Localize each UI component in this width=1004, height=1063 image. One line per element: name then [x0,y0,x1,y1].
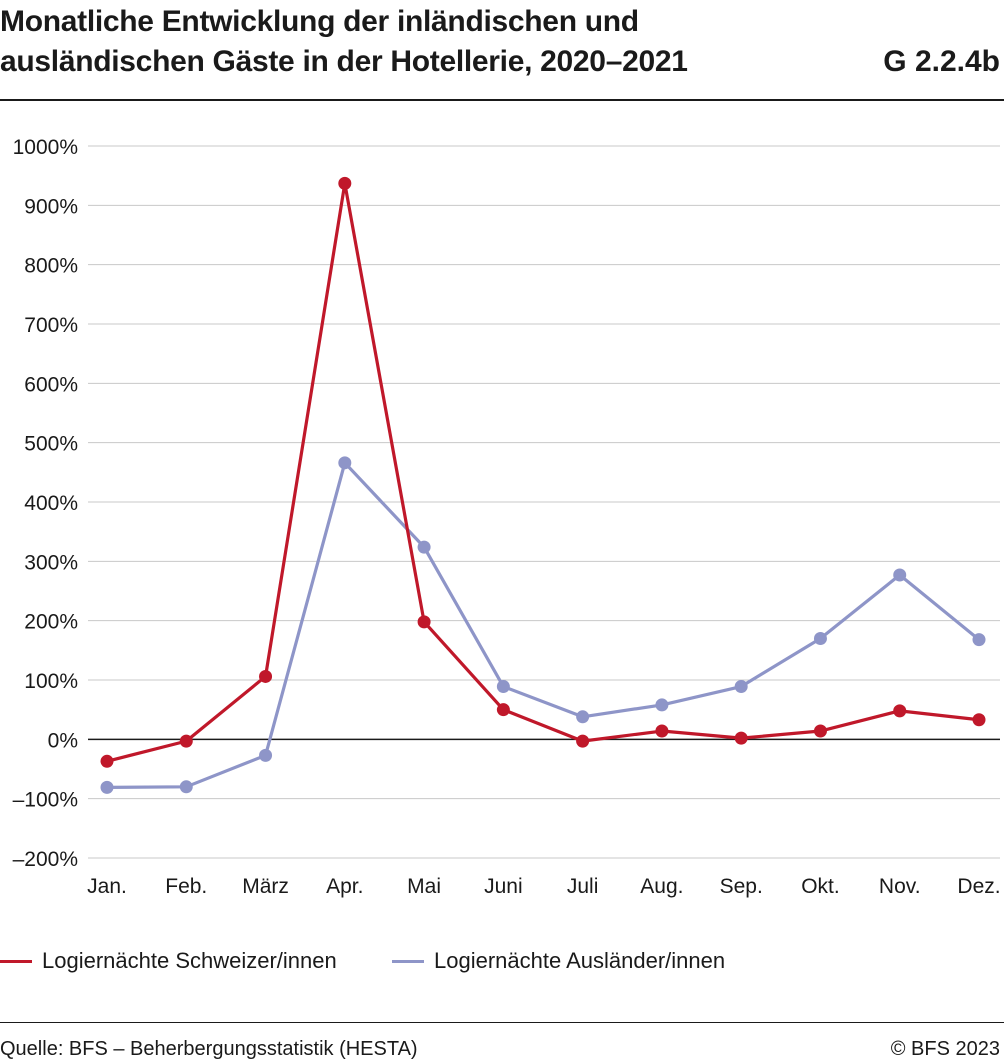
data-point-auslaender [576,710,590,724]
data-point-auslaender [893,568,907,582]
legend-item-auslaender: Logiernächte Ausländer/innen [392,946,725,976]
x-tick-label: März [242,875,289,898]
series-line-schweizer [106,181,980,763]
data-point-schweizer [813,724,827,738]
y-tick-label: 400% [24,492,78,515]
data-point-schweizer [655,724,669,738]
data-point-schweizer [734,731,748,745]
data-point-schweizer [972,713,986,727]
y-tick-label: –100% [13,789,78,812]
series-line-auslaender [106,461,981,789]
legend-item-schweizer: Logiernächte Schweizer/innen [0,946,337,976]
x-tick-label: Dez. [957,875,1000,898]
footer-rule [0,1022,1004,1023]
chart-title-line-2: ausländischen Gäste in der Hotellerie, 2… [0,45,688,78]
data-point-auslaender [417,540,431,554]
data-point-schweizer [496,703,510,717]
chart-title-line-1: Monatliche Entwicklung der inländischen … [0,5,639,38]
y-tick-label: 300% [24,551,78,574]
y-tick-label: 900% [24,195,78,218]
data-point-schweizer [100,754,114,768]
y-tick-label: 0% [48,729,78,752]
x-tick-label: Nov. [879,875,921,898]
legend-swatch-schweizer [0,959,32,963]
y-tick-label: 700% [24,314,78,337]
x-tick-label: Okt. [801,875,840,898]
line-chart: –200% –100% 0% 100% 200% 300% 400% 500% 600% 700%… [13,136,1001,898]
title-rule [0,99,1004,101]
x-tick-label: Juni [484,875,523,898]
y-tick-label: 600% [24,373,78,396]
data-point-auslaender [259,748,273,762]
x-tick-label: Juli [567,875,599,898]
data-point-auslaender [496,680,510,694]
data-point-auslaender [734,680,748,694]
data-point-schweizer [576,734,590,748]
data-point-auslaender [655,698,669,712]
chart-title: Monatliche Entwicklung der inländischen … [0,2,688,82]
data-point-auslaender [813,631,827,645]
y-tick-label: 500% [24,433,78,456]
source-note: Quelle: BFS – Beherbergungsstatistik (HE… [0,1038,418,1060]
data-point-schweizer [417,615,431,629]
y-tick-label: –200% [13,848,78,871]
chart-code: G 2.2.4b [883,45,1000,78]
legend-label-auslaender: Logiernächte Ausländer/innen [434,948,726,973]
x-tick-label: Sep. [720,875,763,898]
y-tick-label: 100% [24,670,78,693]
legend-swatch-auslaender [392,959,424,963]
y-tick-label: 1000% [13,136,78,159]
data-point-schweizer [893,704,907,718]
data-point-auslaender [972,633,986,647]
copyright-note: © BFS 2023 [890,1038,1000,1060]
data-point-auslaender [338,456,352,470]
x-tick-label: Mai [407,875,441,898]
legend-label-schweizer: Logiernächte Schweizer/innen [42,948,337,973]
data-point-schweizer [179,734,193,748]
data-point-auslaender [100,780,114,794]
data-point-schweizer [259,669,273,683]
y-tick-label: 800% [24,255,78,278]
x-tick-label: Feb. [165,875,207,898]
data-point-schweizer [338,176,352,190]
x-tick-label: Jan. [87,875,127,898]
y-tick-label: 200% [24,611,78,634]
x-tick-label: Aug. [640,875,683,898]
x-tick-label: Apr. [326,875,363,898]
data-point-auslaender [179,780,193,794]
